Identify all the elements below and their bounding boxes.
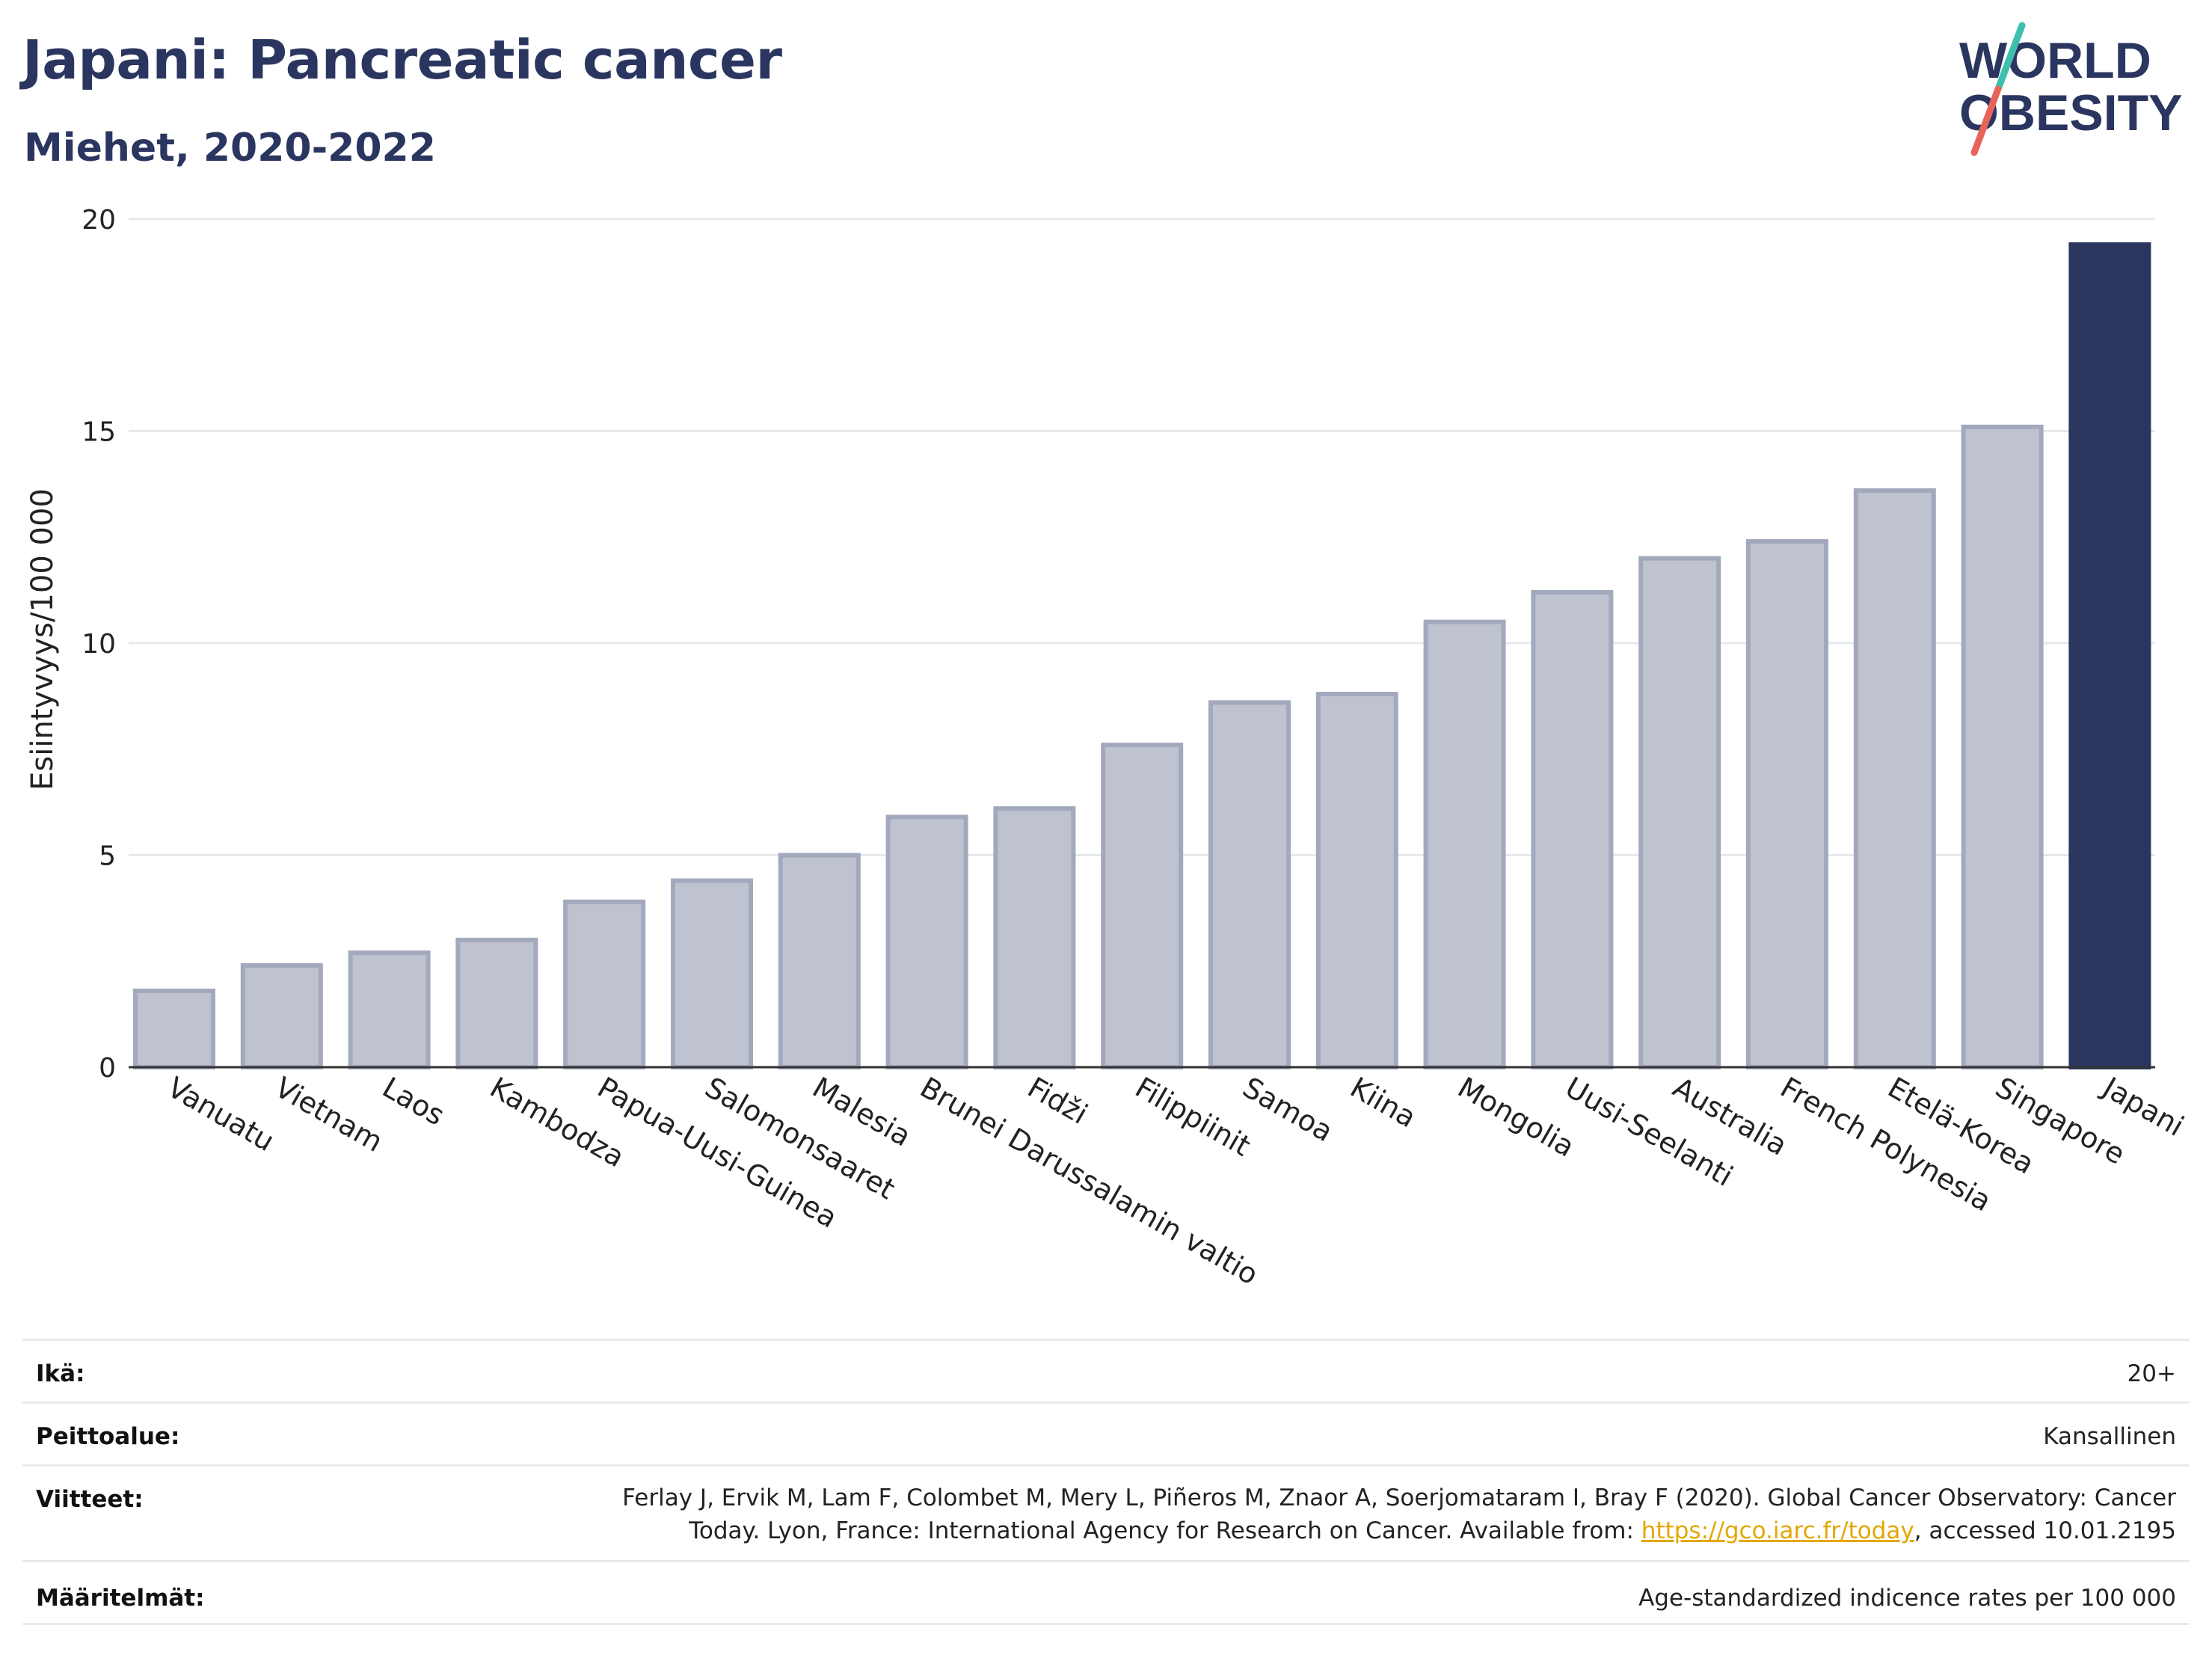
bar-uusi-seelanti — [1531, 589, 1614, 1069]
y-tick-labels: 0 5 10 15 20 — [82, 205, 116, 1084]
bar-vietnam — [240, 962, 323, 1070]
x-tick-label: Laos — [377, 1071, 450, 1132]
info-table: Ikä: 20+ Peittoalue: Kansallinen Viittee… — [22, 1339, 2190, 1653]
bar-australia — [1638, 556, 1721, 1069]
page-title: Japani: Pancreatic cancer — [22, 28, 782, 91]
info-row-references: Viitteet: Ferlay J, Ervik M, Lam F, Colo… — [22, 1464, 2190, 1562]
info-value-age: 20+ — [2127, 1360, 2176, 1387]
x-tick-label: Filippiinit — [1130, 1071, 1256, 1163]
info-label-age: Ikä: — [36, 1360, 85, 1387]
y-tick-label: 20 — [82, 205, 116, 236]
info-value-coverage: Kansallinen — [2043, 1423, 2176, 1450]
bar-kiina — [1315, 692, 1398, 1069]
bar-mongolia — [1423, 619, 1506, 1069]
bars — [129, 242, 2155, 1070]
bar-filippiinit — [1101, 743, 1184, 1070]
bar-salomonsaaret — [671, 878, 753, 1070]
x-tick-label: Kiina — [1345, 1071, 1422, 1134]
info-label-references: Viitteet: — [36, 1486, 144, 1513]
y-tick-label: 5 — [99, 841, 116, 872]
info-row-age: Ikä: 20+ — [22, 1339, 2190, 1404]
world-obesity-logo: WORLD OBESITY — [1959, 22, 2183, 156]
info-value-definitions: Age-standardized indicence rates per 100… — [1638, 1585, 2176, 1612]
bar-brunei-darussalamin-valtio — [885, 814, 968, 1069]
logo-line1: WORLD — [1959, 32, 2151, 89]
bar-malesia — [778, 853, 861, 1069]
bar-japani — [2068, 242, 2151, 1069]
bar-fid-i — [993, 806, 1076, 1069]
page-subtitle: Miehet, 2020-2022 — [24, 126, 436, 171]
bar-laos — [348, 950, 431, 1070]
info-value-references: Ferlay J, Ervik M, Lam F, Colombet M, Me… — [232, 1481, 2176, 1547]
reference-line-2-start: Today. Lyon, France: International Agenc… — [689, 1517, 1641, 1544]
y-axis-label: Esiintyvyys/100 000 — [25, 488, 60, 790]
bar-kambodza — [455, 937, 538, 1070]
info-label-coverage: Peittoalue: — [36, 1423, 180, 1450]
bar-vanuatu — [133, 988, 215, 1069]
reference-line-1: Ferlay J, Ervik M, Lam F, Colombet M, Me… — [622, 1484, 2176, 1511]
x-tick-label: Vietnam — [269, 1071, 388, 1158]
bar-etel-korea — [1853, 488, 1936, 1069]
info-row-coverage: Peittoalue: Kansallinen — [22, 1401, 2190, 1467]
y-tick-label: 15 — [82, 417, 116, 448]
reference-line-2-end: , accessed 10.01.2195 — [1914, 1517, 2176, 1544]
bar-samoa — [1208, 700, 1291, 1069]
bar-papua-uusi-guinea — [563, 899, 646, 1069]
x-tick-label: Vanuatu — [162, 1071, 280, 1158]
info-label-definitions: Määritelmät: — [36, 1585, 205, 1612]
reference-line-2: Today. Lyon, France: International Agenc… — [232, 1514, 2176, 1547]
y-tick-label: 0 — [99, 1053, 116, 1084]
x-tick-label: Mongolia — [1452, 1071, 1580, 1164]
y-tick-label: 10 — [82, 629, 116, 660]
bar-french-polynesia — [1746, 538, 1828, 1069]
reference-link[interactable]: https://gco.iarc.fr/today — [1641, 1517, 1914, 1544]
info-table-bottom-border — [22, 1623, 2190, 1625]
info-row-definitions: Määritelmät: Age-standardized indicence … — [22, 1560, 2190, 1625]
x-tick-label: Fidži — [1022, 1071, 1093, 1131]
bar-singapore — [1961, 424, 2044, 1069]
